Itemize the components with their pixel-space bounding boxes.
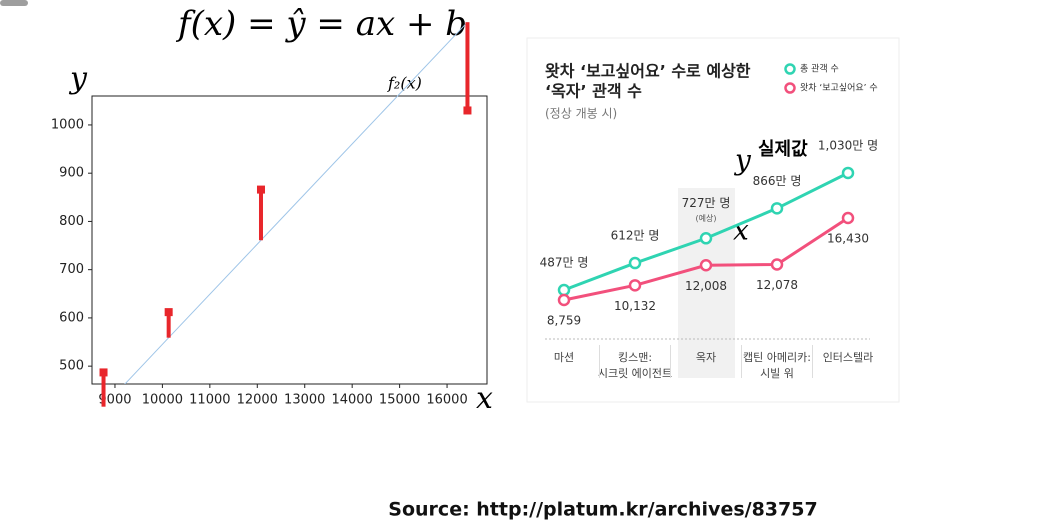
residual-bar <box>101 372 106 407</box>
point <box>628 279 642 292</box>
point <box>557 293 571 307</box>
data-label: 1,030만 명 <box>818 138 878 152</box>
data-label: 727만 명 <box>682 196 731 210</box>
y-tick-label: 700 <box>59 262 84 277</box>
residual-bar <box>465 22 470 111</box>
handwritten-x: x <box>733 214 749 247</box>
data-label: 12,078 <box>756 278 798 292</box>
x-tick-label: 15000 <box>379 393 420 408</box>
source: Source: http://platum.kr/archives/83757 <box>388 499 817 521</box>
point <box>256 185 265 194</box>
data-label: 866만 명 <box>753 174 802 188</box>
data-label: 487만 명 <box>540 256 589 270</box>
x-tick-label: 12000 <box>237 393 278 408</box>
data-label: 612만 명 <box>611 229 660 243</box>
chart-title: 왓차 ‘보고싶어요’ 수로 예상한 <box>545 62 751 81</box>
x-tick-label: 시크릿 에이전트 <box>598 367 672 380</box>
y-tick-label: 600 <box>59 310 84 325</box>
point <box>99 368 108 377</box>
point <box>164 308 173 317</box>
y-tick-label: 800 <box>59 214 84 229</box>
annotation: (예상) <box>696 213 717 223</box>
y-tick-label: 500 <box>59 359 84 374</box>
point <box>699 232 713 245</box>
chart-subtitle: (정상 개봉 시) <box>545 107 617 121</box>
data-label: 10,132 <box>614 299 656 313</box>
y-tick-label: 900 <box>59 166 84 181</box>
data-label: 8,759 <box>547 313 581 327</box>
legend-label: 총 관객 수 <box>800 64 839 75</box>
legend-marker <box>784 63 796 75</box>
point <box>841 211 855 225</box>
line-label: f₂(x) <box>387 74 422 93</box>
residual-bar <box>258 189 263 241</box>
data-label: 12,008 <box>685 279 727 293</box>
residual-bar <box>166 312 171 338</box>
point <box>557 283 571 297</box>
point <box>463 106 472 115</box>
x-tick-label: 옥자 <box>696 351 716 364</box>
x-axis-label: x <box>476 381 493 416</box>
point <box>628 256 642 270</box>
x-tick-label: 14000 <box>331 393 372 408</box>
y-axis-label: y <box>68 61 88 96</box>
window-tab <box>0 0 28 6</box>
handwritten-y: y <box>733 144 752 177</box>
chart-title: ‘옥자’ 관객 수 <box>545 82 642 101</box>
x-tick-label: 9000 <box>98 393 131 408</box>
data-label: 16,430 <box>827 231 869 245</box>
x-tick-label: 10000 <box>142 393 183 408</box>
x-tick-label: 시빌 워 <box>760 367 794 380</box>
point <box>841 166 855 180</box>
x-tick-label: 킹스맨: <box>618 351 652 364</box>
formula: f(x) = ŷ = ax + b <box>175 4 467 44</box>
x-tick-label: 캡틴 아메리카: <box>743 351 811 364</box>
point <box>699 259 713 272</box>
point <box>770 202 784 215</box>
x-tick-label: 마션 <box>554 351 574 364</box>
plot-frame <box>91 95 488 385</box>
y-tick-label: 1000 <box>51 117 84 132</box>
x-tick-label: 인터스텔라 <box>823 351 874 364</box>
fit-line <box>124 21 468 384</box>
legend-label: 왓차 ‘보고싶어요’ 수 <box>800 82 878 94</box>
x-tick-label: 16000 <box>426 393 467 408</box>
highlight-band <box>678 188 735 378</box>
handwritten-label: 실제값 <box>758 139 808 160</box>
x-tick-label: 11000 <box>189 393 230 408</box>
legend-marker <box>784 82 796 94</box>
point <box>770 258 784 271</box>
x-tick-label: 13000 <box>284 393 325 408</box>
